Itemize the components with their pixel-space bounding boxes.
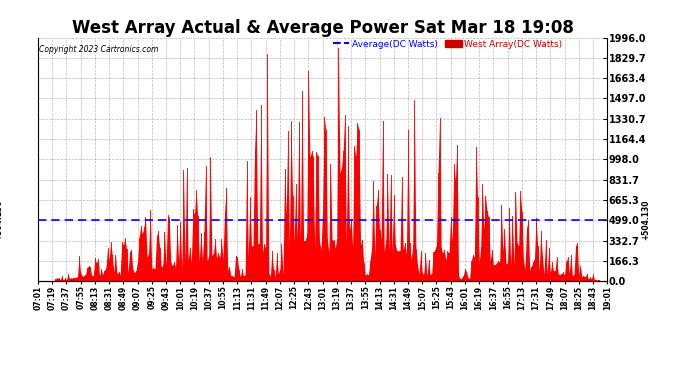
- Legend: Average(DC Watts), West Array(DC Watts): Average(DC Watts), West Array(DC Watts): [333, 40, 562, 49]
- Text: Copyright 2023 Cartronics.com: Copyright 2023 Cartronics.com: [39, 45, 159, 54]
- Text: +504.130: +504.130: [0, 200, 3, 240]
- Title: West Array Actual & Average Power Sat Mar 18 19:08: West Array Actual & Average Power Sat Ma…: [72, 20, 573, 38]
- Text: +504.130: +504.130: [642, 200, 651, 240]
